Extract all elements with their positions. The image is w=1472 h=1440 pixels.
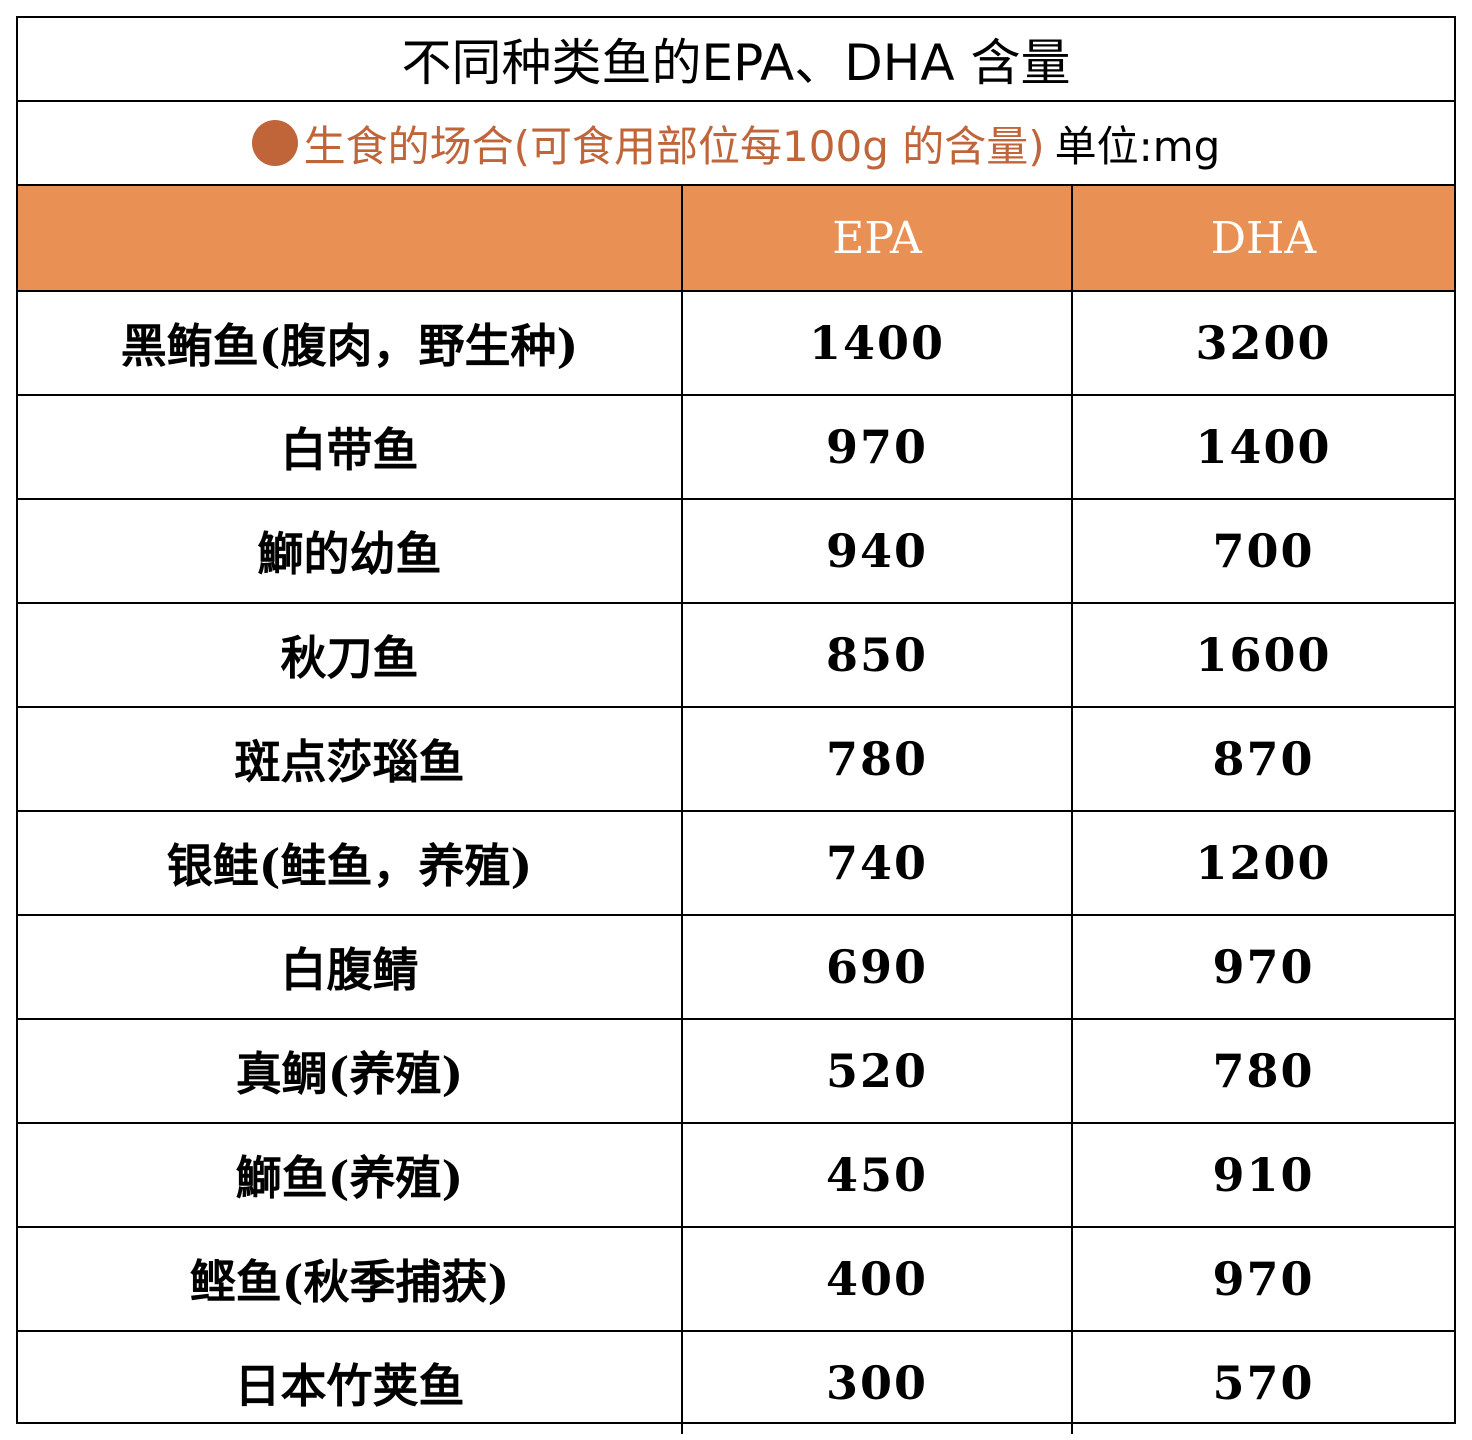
bullet-icon [251,120,298,166]
fish-name-cell: 真鲷(养殖) [18,1019,682,1124]
epa-cell: 780 [681,707,1072,812]
epa-cell: 850 [681,603,1072,708]
table-header-row: EPA DHA [18,186,1454,292]
table-row: 银鲑(鲑鱼，养殖) 740 1200 [18,811,1454,916]
dha-cell: 570 [1071,1331,1454,1434]
epa-cell: 740 [681,811,1072,916]
dha-cell: 870 [1071,707,1454,812]
table-row: 鰤鱼(养殖) 450 910 [18,1123,1454,1228]
fish-name-cell: 斑点莎瑙鱼 [18,707,682,812]
dha-cell: 700 [1071,499,1454,604]
table-row: 日本竹荚鱼 300 570 [18,1331,1454,1434]
epa-cell: 970 [681,395,1072,500]
table-row: 鰤的幼鱼 940 700 [18,499,1454,604]
epa-cell: 400 [681,1227,1072,1332]
table-row: 白带鱼 970 1400 [18,395,1454,500]
dha-cell: 1200 [1071,811,1454,916]
epa-cell: 1400 [681,291,1072,396]
dha-cell: 3200 [1071,291,1454,396]
epa-cell: 300 [681,1331,1072,1434]
fish-name-cell: 鲣鱼(秋季捕获) [18,1227,682,1332]
dha-cell: 910 [1071,1123,1454,1228]
table-row: 斑点莎瑙鱼 780 870 [18,707,1454,812]
fish-name-cell: 白腹鲭 [18,915,682,1020]
header-fish [18,186,682,292]
subtitle-condition: 生食的场合(可食用部位每100g 的含量) [303,121,1045,171]
fish-name-cell: 鰤鱼(养殖) [18,1123,682,1228]
fish-name-cell: 黑鲔鱼(腹肉，野生种) [18,291,682,396]
table-row: 黑鲔鱼(腹肉，野生种) 1400 3200 [18,291,1454,396]
epa-cell: 450 [681,1123,1072,1228]
dha-cell: 1600 [1071,603,1454,708]
subtitle-unit: 单位:mg [1054,121,1221,171]
table-row: 白腹鲭 690 970 [18,915,1454,1020]
table-title: 不同种类鱼的EPA、DHA 含量 [18,18,1454,102]
dha-cell: 1400 [1071,395,1454,500]
fish-name-cell: 鰤的幼鱼 [18,499,682,604]
fish-name-cell: 秋刀鱼 [18,603,682,708]
header-dha: DHA [1071,186,1454,292]
table-subtitle: 生食的场合(可食用部位每100g 的含量) 单位:mg [18,102,1454,186]
table-row: 真鲷(养殖) 520 780 [18,1019,1454,1124]
header-epa: EPA [681,186,1072,292]
fish-omega3-table-frame: 不同种类鱼的EPA、DHA 含量 生食的场合(可食用部位每100g 的含量) 单… [16,16,1456,1434]
data-table: EPA DHA 黑鲔鱼(腹肉，野生种) 1400 3200 白带鱼 970 14… [18,186,1454,1434]
epa-cell: 520 [681,1019,1072,1124]
table-row: 秋刀鱼 850 1600 [18,603,1454,708]
table-row: 鲣鱼(秋季捕获) 400 970 [18,1227,1454,1332]
fish-name-cell: 白带鱼 [18,395,682,500]
fish-name-cell: 日本竹荚鱼 [234,1359,465,1413]
table-title-text: 不同种类鱼的EPA、DHA 含量 [401,34,1071,92]
epa-cell: 690 [681,915,1072,1020]
fish-name-cell: 银鲑(鲑鱼，养殖) [18,811,682,916]
epa-cell: 940 [681,499,1072,604]
dha-cell: 780 [1071,1019,1454,1124]
dha-cell: 970 [1071,1227,1454,1332]
dha-cell: 970 [1071,915,1454,1020]
